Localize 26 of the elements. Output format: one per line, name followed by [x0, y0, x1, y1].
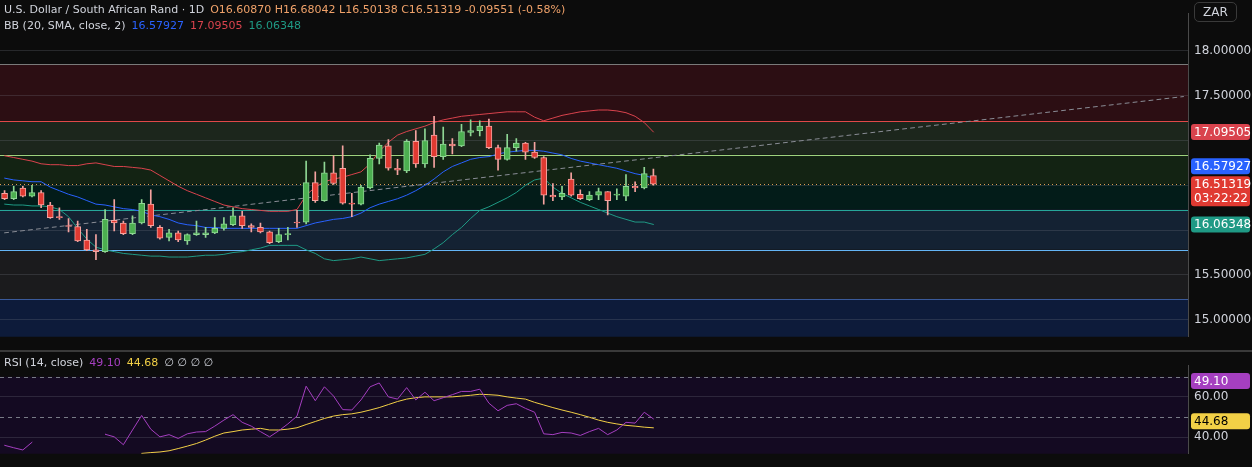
- annotation: BB (20, SMA, close, 2): [4, 19, 126, 32]
- text: 44.68: [1194, 413, 1229, 428]
- y-tick-label: 15.50000: [1194, 267, 1252, 282]
- legend-title: RSI (14, close): [4, 356, 84, 369]
- text: 16.57927: [1194, 158, 1252, 173]
- chart-title: U.S. Dollar / South African Rand · 1D: [4, 3, 205, 16]
- text: 44.68: [126, 356, 159, 369]
- annotation: 17.09505: [189, 19, 243, 32]
- text: 49.10: [89, 356, 121, 369]
- y-axis-title: ZAR: [1194, 2, 1237, 22]
- annotation: 16.57927: [131, 19, 184, 32]
- candlestick: [613, 188, 621, 200]
- y-tick-label: 15.00000: [1194, 311, 1252, 326]
- text: 17.09505: [1194, 124, 1252, 139]
- candlestick: [348, 193, 356, 218]
- text: 49.10: [1194, 373, 1229, 388]
- y-tick-label: 18.00000: [1194, 42, 1252, 57]
- annotation: 16.06348: [248, 19, 301, 32]
- y-tick-label: 17.50000: [1194, 87, 1252, 102]
- chart-subtitle: O16.60870 H16.68042 L16.50138 C16.51319 -0.09551 (-0.58%): [210, 3, 566, 16]
- annotation: ∅ ∅ ∅ ∅: [164, 356, 214, 369]
- y-tick-label: 40.00: [1194, 429, 1229, 444]
- candlestick: [92, 234, 100, 261]
- y-tick-label: 60.00: [1194, 389, 1229, 404]
- text: 03:22:22: [1194, 190, 1248, 205]
- candlestick: [293, 210, 301, 228]
